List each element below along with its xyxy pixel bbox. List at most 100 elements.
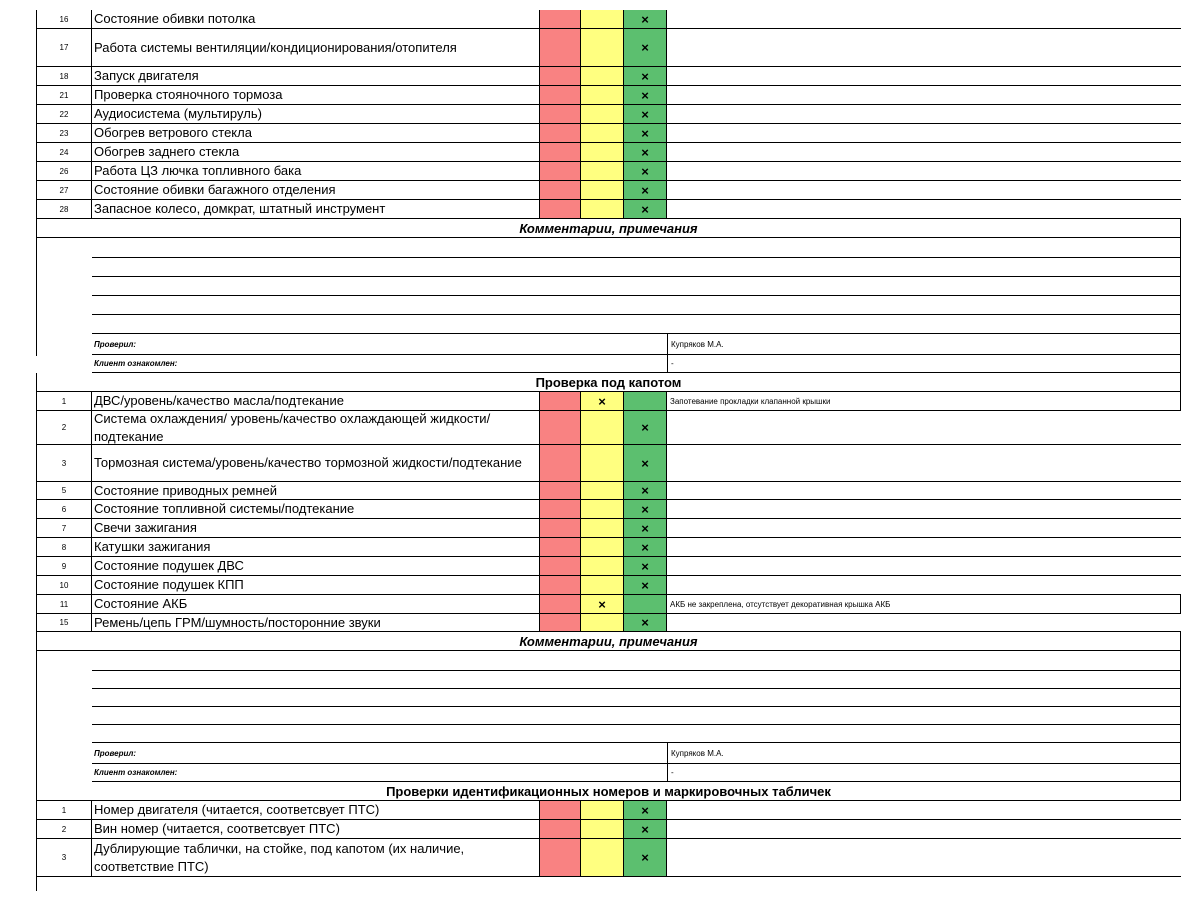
green-status-cell: ×	[624, 29, 667, 66]
red-status-cell	[540, 162, 581, 180]
green-status-cell: ×	[624, 124, 667, 142]
yellow-status-cell	[581, 557, 624, 575]
row-description: Аудиосистема (мультируль)	[92, 105, 540, 123]
row-number: 15	[36, 614, 92, 631]
client-ack-value: -	[667, 355, 1180, 372]
row-description: Тормозная система/уровень/качество тормо…	[92, 445, 540, 481]
row-number: 9	[36, 557, 92, 575]
row-number: 10	[36, 576, 92, 594]
row-description: Обогрев ветрового стекла	[92, 124, 540, 142]
table-row: 1 ДВС/уровень/качество масла/подтекание × З…	[36, 392, 1181, 411]
row-note	[667, 839, 1181, 876]
yellow-status-cell	[581, 67, 624, 85]
row-number: 26	[36, 162, 92, 180]
row-description: Номер двигателя (читается, соответсвует …	[92, 801, 540, 819]
table-row: 24 Обогрев заднего стекла ×	[36, 143, 1181, 162]
comment-line	[92, 315, 1181, 334]
row-note	[667, 820, 1181, 838]
yellow-status-cell	[581, 411, 624, 444]
green-status-cell: ×	[624, 86, 667, 104]
table-row: 18 Запуск двигателя ×	[36, 67, 1181, 86]
green-status-cell: ×	[624, 200, 667, 218]
green-status-cell: ×	[624, 519, 667, 537]
green-status-cell: ×	[624, 181, 667, 199]
red-status-cell	[540, 538, 581, 556]
red-status-cell	[540, 181, 581, 199]
yellow-status-cell	[581, 124, 624, 142]
table-row: 11 Состояние АКБ × АКБ не закреплена, отсут…	[36, 595, 1181, 614]
yellow-status-cell	[581, 801, 624, 819]
green-status-cell: ×	[624, 143, 667, 161]
comment-line	[92, 296, 1181, 315]
row-note	[667, 500, 1181, 518]
green-status-cell: ×	[624, 10, 667, 28]
row-note	[667, 614, 1181, 631]
row-note: Запотевание прокладки клапанной крышки	[667, 392, 1181, 410]
yellow-status-cell	[581, 162, 624, 180]
yellow-status-cell	[581, 445, 624, 481]
section3-title: Проверки идентификационных номеров и мар…	[36, 782, 1181, 801]
comment-line	[92, 238, 1181, 258]
green-status-cell: ×	[624, 500, 667, 518]
table-row: 9 Состояние подушек ДВС ×	[36, 557, 1181, 576]
red-status-cell	[540, 482, 581, 499]
row-description: ДВС/уровень/качество масла/подтекание	[92, 392, 540, 410]
row-number: 3	[36, 445, 92, 481]
row-description: Дублирующие таблички, на стойке, под кап…	[92, 839, 540, 876]
red-status-cell	[540, 67, 581, 85]
section1-comments-area: Проверил: Купряков М.А. Клиент ознакомле…	[36, 238, 1181, 373]
row-description: Состояние обивки багажного отделения	[92, 181, 540, 199]
row-description: Запасное колесо, домкрат, штатный инстру…	[92, 200, 540, 218]
row-number: 7	[36, 519, 92, 537]
red-status-cell	[540, 576, 581, 594]
table-row: 21 Проверка стояночного тормоза ×	[36, 86, 1181, 105]
checked-by-row: Проверил: Купряков М.А.	[92, 743, 1181, 764]
row-number: 24	[36, 143, 92, 161]
table-row: 5 Состояние приводных ремней ×	[36, 482, 1181, 500]
checked-by-label: Проверил:	[94, 748, 137, 758]
green-status-cell: ×	[624, 162, 667, 180]
red-status-cell	[540, 86, 581, 104]
red-status-cell	[540, 445, 581, 481]
row-number: 5	[36, 482, 92, 499]
table-continuation	[36, 877, 37, 891]
comment-line	[92, 689, 1181, 707]
table-row: 6 Состояние топливной системы/подтекание ×	[36, 500, 1181, 519]
green-status-cell: ×	[624, 820, 667, 838]
row-note	[667, 124, 1181, 142]
table-row: 22 Аудиосистема (мультируль) ×	[36, 105, 1181, 124]
comment-line	[92, 277, 1181, 296]
yellow-status-cell	[581, 614, 624, 631]
row-note	[667, 576, 1181, 594]
checked-by-value: Купряков М.А.	[667, 743, 1180, 763]
row-number: 22	[36, 105, 92, 123]
yellow-status-cell: ×	[581, 595, 624, 613]
client-ack-row: Клиент ознакомлен: -	[92, 764, 1181, 782]
table-row: 1 Номер двигателя (читается, соответсвует…	[36, 801, 1181, 820]
red-status-cell	[540, 10, 581, 28]
table-row: 27 Состояние обивки багажного отделения ×	[36, 181, 1181, 200]
comment-line	[92, 651, 1181, 671]
table-row: 8 Катушки зажигания ×	[36, 538, 1181, 557]
red-status-cell	[540, 519, 581, 537]
row-note	[667, 29, 1181, 66]
row-description: Вин номер (читается, соответсвует ПТС)	[92, 820, 540, 838]
row-number: 27	[36, 181, 92, 199]
comment-line	[92, 671, 1181, 689]
checked-by-label: Проверил:	[94, 339, 137, 349]
row-description: Состояние приводных ремней	[92, 482, 540, 499]
row-description: Работа системы вентиляции/кондиционирова…	[92, 29, 540, 66]
row-number: 28	[36, 200, 92, 218]
row-number: 2	[36, 820, 92, 838]
row-number: 2	[36, 411, 92, 444]
table-row: 16 Состояние обивки потолка ×	[36, 10, 1181, 29]
red-status-cell	[540, 557, 581, 575]
green-status-cell: ×	[624, 445, 667, 481]
green-status-cell: ×	[624, 801, 667, 819]
table-row: 28 Запасное колесо, домкрат, штатный инст…	[36, 200, 1181, 219]
section2-comments-header: Комментарии, примечания	[36, 632, 1181, 651]
table-row: 10 Состояние подушек КПП ×	[36, 576, 1181, 595]
comment-line	[92, 707, 1181, 725]
table-row: 26 Работа ЦЗ лючка топливного бака ×	[36, 162, 1181, 181]
row-description: Состояние АКБ	[92, 595, 540, 613]
